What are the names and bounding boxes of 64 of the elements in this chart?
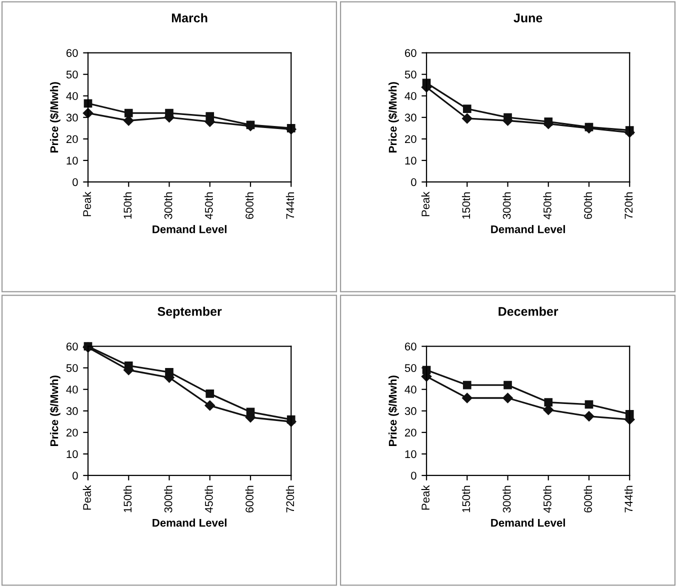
x-tick-label: 450th xyxy=(543,192,552,220)
y-axis-title: Price ($/Mwh) xyxy=(388,82,399,152)
y-tick-label: 20 xyxy=(66,428,78,437)
chart-title: March xyxy=(172,13,208,22)
y-tick-label: 20 xyxy=(66,135,78,144)
x-axis-title: Demand Level xyxy=(152,518,226,527)
y-tick-label: 60 xyxy=(404,342,416,350)
x-tick-label: 600th xyxy=(245,192,254,219)
y-tick-label: 30 xyxy=(404,407,416,416)
x-tick-label: 450th xyxy=(204,192,213,220)
x-tick-label: 600th xyxy=(584,192,592,219)
x-tick-label: 150th xyxy=(462,192,470,219)
y-tick-label: 60 xyxy=(66,49,78,57)
x-tick-label: 150th xyxy=(123,486,132,512)
y-tick-label: 30 xyxy=(404,114,416,122)
x-tick-label: 450th xyxy=(543,486,552,513)
y-tick-label: 20 xyxy=(404,428,416,437)
x-axis-title: Demand Level xyxy=(491,518,565,527)
y-tick-label: 0 xyxy=(411,472,416,480)
x-tick-label: 300th xyxy=(164,486,172,513)
x-tick-label: 720th xyxy=(624,192,633,219)
y-tick-label: 10 xyxy=(405,156,416,165)
chart-title: June xyxy=(514,14,542,22)
x-tick-label: Peak xyxy=(82,485,91,510)
y-tick-label: 50 xyxy=(66,364,78,372)
x-tick-label: Peak xyxy=(82,192,91,216)
y-tick-label: 10 xyxy=(405,450,416,458)
y-tick-label: 20 xyxy=(404,135,416,144)
y-axis-title: Price ($/Mwh) xyxy=(388,376,399,446)
x-tick-label: 450th xyxy=(204,486,213,513)
y-tick-label: 10 xyxy=(66,450,78,458)
x-tick-label: 300th xyxy=(164,192,172,220)
x-tick-label: Peak xyxy=(421,485,430,510)
y-tick-label: 60 xyxy=(66,342,78,350)
x-tick-label: 600th xyxy=(584,486,592,512)
x-tick-label: 150th xyxy=(123,192,132,219)
x-tick-label: 300th xyxy=(502,486,511,513)
y-axis-title: Price ($/Mwh) xyxy=(50,82,60,152)
x-tick-label: 300th xyxy=(502,192,511,220)
y-tick-label: 0 xyxy=(72,178,78,186)
y-tick-label: 30 xyxy=(66,114,78,122)
y-tick-label: 40 xyxy=(66,386,78,394)
x-tick-label: 720th xyxy=(286,486,294,512)
y-tick-label: 30 xyxy=(66,407,78,416)
chart-title: December xyxy=(498,306,558,316)
y-tick-label: 40 xyxy=(404,386,416,394)
x-axis-title: Demand Level xyxy=(491,225,565,234)
y-tick-label: 40 xyxy=(404,92,416,100)
y-tick-label: 0 xyxy=(72,472,78,480)
x-tick-label: Peak xyxy=(421,192,430,216)
y-tick-label: 60 xyxy=(404,49,416,57)
x-tick-label: 744th xyxy=(624,486,633,512)
x-tick-label: 150th xyxy=(462,486,470,512)
x-tick-label: 600th xyxy=(245,486,254,512)
y-tick-label: 10 xyxy=(66,156,78,165)
y-tick-label: 40 xyxy=(66,92,78,100)
y-axis-title: Price ($/Mwh) xyxy=(50,376,60,446)
y-tick-label: 0 xyxy=(411,178,416,186)
chart-title: September xyxy=(158,306,222,318)
y-tick-label: 50 xyxy=(404,364,416,372)
x-tick-label: 744th xyxy=(286,192,294,219)
y-tick-label: 50 xyxy=(66,70,78,78)
y-tick-label: 50 xyxy=(404,70,416,78)
x-axis-title: Demand Level xyxy=(152,225,226,234)
